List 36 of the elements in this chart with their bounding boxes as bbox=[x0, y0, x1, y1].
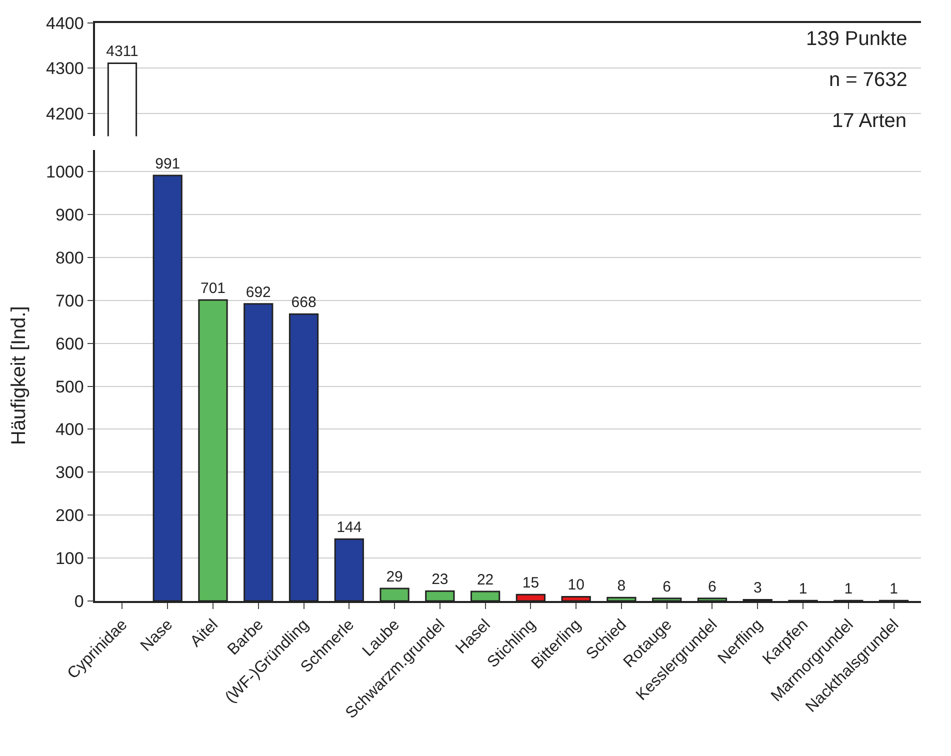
data-label: 144 bbox=[336, 519, 362, 536]
y-tick-label: 800 bbox=[55, 248, 84, 268]
annotation: n = 7632 bbox=[829, 69, 908, 91]
y-tick-label: 4400 bbox=[46, 14, 84, 33]
y-tick-label: 300 bbox=[55, 463, 84, 482]
data-label: 1 bbox=[844, 580, 853, 598]
data-label: 3 bbox=[753, 580, 762, 597]
data-label: 4311 bbox=[106, 43, 138, 60]
y-tick-label: 4200 bbox=[46, 104, 84, 124]
data-label: 8 bbox=[617, 578, 626, 595]
data-label: 701 bbox=[200, 280, 226, 298]
data-label: 10 bbox=[568, 576, 584, 594]
y-tick-label: 500 bbox=[55, 377, 84, 396]
data-label: 668 bbox=[291, 294, 316, 312]
data-label: 692 bbox=[246, 284, 271, 301]
data-label: 1 bbox=[798, 580, 808, 598]
annotation: 17 Arten bbox=[832, 110, 907, 132]
y-tick-label: 400 bbox=[55, 420, 84, 440]
y-tick-label: 700 bbox=[55, 291, 84, 310]
y-axis-title: Häufigkeit [Ind.] bbox=[8, 306, 30, 446]
data-label: 6 bbox=[708, 578, 716, 596]
y-tick-label: 600 bbox=[55, 334, 84, 354]
y-tick-label: 0 bbox=[74, 592, 84, 611]
data-label: 6 bbox=[662, 578, 672, 596]
y-tick-label: 100 bbox=[55, 549, 84, 568]
y-tick-label: 200 bbox=[55, 506, 84, 526]
annotation: 139 Punkte bbox=[806, 28, 908, 50]
y-tick-label: 4300 bbox=[46, 59, 84, 78]
data-label: 22 bbox=[476, 572, 494, 589]
data-label: 991 bbox=[155, 155, 180, 172]
y-tick-label: 1000 bbox=[46, 162, 84, 182]
data-label: 15 bbox=[522, 574, 540, 592]
data-label: 29 bbox=[386, 568, 403, 586]
y-tick-label: 900 bbox=[55, 206, 84, 225]
data-label: 23 bbox=[432, 571, 448, 588]
data-label: 1 bbox=[890, 580, 898, 598]
